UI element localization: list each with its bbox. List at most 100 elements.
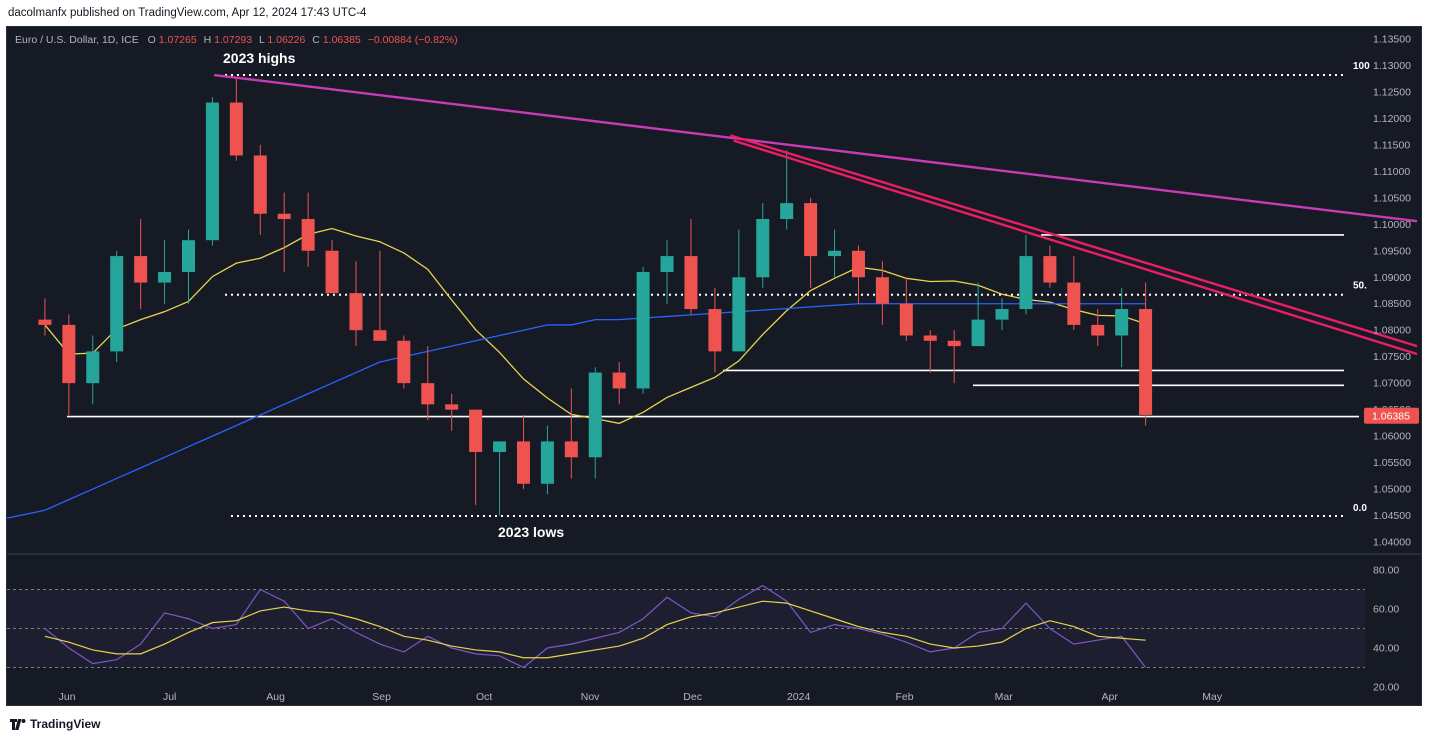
candle-body [564, 441, 578, 458]
time-axis[interactable]: Jun Jul Aug Sep Oct Nov Dec 2024 Feb Mar Apr May [59, 691, 1223, 703]
annotation-2023-highs: 2023 highs [223, 50, 296, 66]
price-tick-label: 1.07000 [1373, 378, 1411, 390]
candle-down [253, 144, 267, 235]
price-axis[interactable]: 1.13500 1.13000 1.12500 1.12000 1.11500 1.110… [1373, 34, 1411, 549]
candle-up [86, 335, 100, 405]
candle-body [780, 203, 794, 220]
candle-body [181, 240, 195, 272]
candle-body [277, 213, 291, 220]
candles [38, 78, 1153, 516]
price-tick-label: 1.11500 [1373, 139, 1410, 151]
candle-up [158, 240, 172, 304]
low-label: L [259, 34, 265, 46]
candle-down [875, 261, 889, 325]
candle-down [1139, 282, 1153, 426]
chart-svg[interactable]: Euro / U.S. Dollar, 1D, ICE O 1.07265 H … [6, 27, 1421, 705]
candle-body [1139, 309, 1153, 415]
tradingview-logo[interactable]: TradingView [10, 717, 100, 731]
price-tick-label: 1.09000 [1373, 272, 1411, 284]
time-tick-label: Mar [995, 691, 1014, 703]
candle-body [158, 271, 172, 283]
candle-body [971, 319, 985, 347]
time-tick-label: Nov [581, 691, 600, 703]
candle-body [38, 319, 52, 325]
candle-down [301, 192, 315, 267]
candle-down [229, 78, 243, 161]
time-tick-label: May [1202, 691, 1223, 703]
trendlines[interactable] [213, 73, 1418, 356]
candle-down [923, 330, 937, 373]
candle-up [756, 203, 770, 288]
candle-down [804, 197, 818, 288]
candle-body [684, 256, 698, 310]
candle-body [588, 372, 602, 458]
candle-up [660, 240, 674, 304]
candle-body [851, 250, 865, 278]
tradingview-logo-icon [10, 718, 26, 730]
candle-up [780, 150, 794, 230]
candle-up [588, 367, 602, 479]
candle-down [62, 314, 76, 415]
candle-body [62, 324, 76, 384]
svg-text:Euro / U.S. Dollar, 1D, ICE: Euro / U.S. Dollar, 1D, ICE O 1.07265 H … [15, 34, 458, 46]
candle-body [1067, 282, 1081, 325]
candle-body [1019, 256, 1033, 310]
price-tick-label: 1.08000 [1373, 325, 1411, 337]
close-value: 1.06385 [323, 34, 361, 46]
candle-body [612, 372, 626, 389]
low-value: 1.06226 [267, 34, 305, 46]
channel-lower-line [733, 139, 1418, 356]
candle-body [708, 309, 722, 352]
candle-down [325, 240, 339, 294]
channel-upper-line [729, 134, 1418, 348]
candle-up [493, 441, 507, 516]
candle-down [373, 250, 387, 341]
candle-body [804, 203, 818, 257]
time-tick-label: 2024 [787, 691, 811, 703]
price-tick-label: 1.04000 [1373, 537, 1411, 549]
long-term-trendline [213, 73, 1418, 223]
candle-body [995, 309, 1009, 320]
publisher-bar: dacolmanfx published on TradingView.com,… [0, 0, 1429, 26]
publisher-text: dacolmanfx published on TradingView.com,… [8, 7, 367, 19]
rsi-ma-line [44, 600, 1146, 659]
open-value: 1.07265 [159, 34, 197, 46]
candle-body [947, 340, 961, 347]
candle-body [1043, 256, 1057, 283]
price-tick-label: 1.04500 [1373, 510, 1411, 522]
rsi-tick-label: 60.00 [1373, 604, 1399, 616]
price-tick-label: 1.10000 [1373, 219, 1411, 231]
candle-up [995, 298, 1009, 331]
candle-body [445, 404, 459, 410]
candle-body [493, 441, 507, 452]
footer-bar: TradingView [0, 707, 1429, 739]
candle-down [684, 219, 698, 315]
candle-body [732, 277, 746, 352]
high-value: 1.07293 [214, 34, 252, 46]
last-price-tag: 1.06385 [1364, 407, 1419, 424]
candle-body [1091, 324, 1105, 336]
rsi-pane[interactable]: 80.00 60.00 40.00 20.00 [7, 565, 1399, 694]
close-label: C [312, 34, 320, 46]
change-value: −0.00884 (−0.82%) [368, 34, 458, 46]
rsi-line [44, 584, 1147, 669]
chart-panel[interactable]: Euro / U.S. Dollar, 1D, ICE O 1.07265 H … [6, 26, 1422, 706]
price-tick-label: 1.11000 [1373, 166, 1410, 178]
candle-body [875, 277, 889, 304]
time-tick-label: Dec [683, 691, 702, 703]
candle-body [229, 102, 243, 156]
candle-down [277, 192, 291, 272]
candle-down [445, 393, 459, 431]
candle-down [564, 388, 578, 479]
price-tick-label: 1.06000 [1373, 431, 1411, 443]
fib-50-label: 50. [1353, 281, 1367, 292]
candle-up [732, 229, 746, 352]
fib-100-label: 100 [1353, 61, 1370, 72]
level-lines [67, 74, 1359, 518]
candle-body [373, 330, 387, 341]
candle-body [756, 219, 770, 278]
time-tick-label: Jul [163, 691, 176, 703]
time-tick-label: Aug [266, 691, 285, 703]
candle-body [253, 155, 267, 214]
price-tick-label: 1.10500 [1373, 192, 1411, 204]
